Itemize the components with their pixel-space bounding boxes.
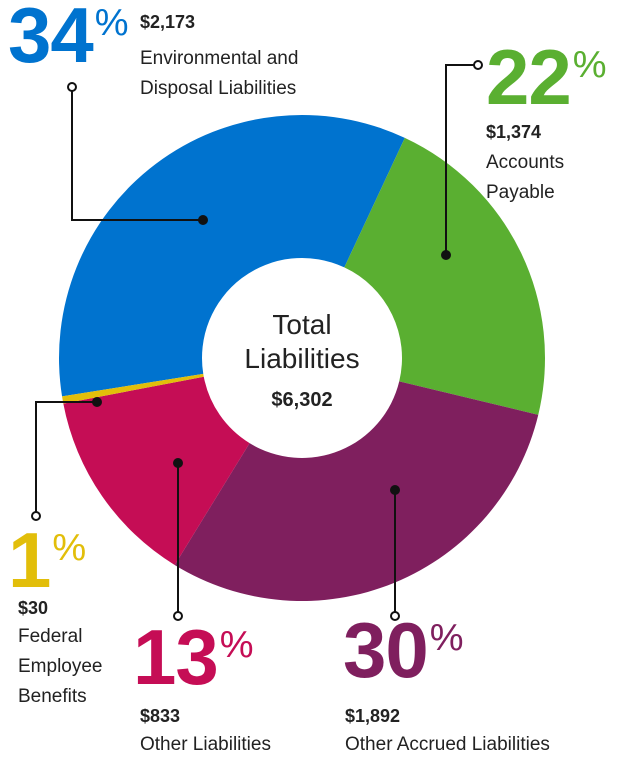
percent-value: 13 bbox=[133, 613, 219, 701]
percent-label: 22% bbox=[486, 38, 607, 116]
percent-label: 34% bbox=[8, 0, 129, 74]
leader-lines bbox=[35, 64, 474, 612]
amount-label: $833 bbox=[140, 706, 181, 726]
ring bbox=[173, 611, 183, 621]
center-total: $6,302 bbox=[271, 389, 333, 411]
percent-label: 30% bbox=[343, 611, 464, 689]
dot bbox=[92, 397, 102, 407]
wedge bbox=[58, 115, 405, 397]
dot bbox=[198, 215, 208, 225]
amount-label: $1,892 bbox=[345, 706, 401, 726]
dot bbox=[173, 458, 183, 468]
wedge bbox=[62, 373, 204, 404]
amount-label: $30 bbox=[18, 598, 49, 618]
category-label: Accounts Payable bbox=[486, 152, 565, 203]
percent-value: 1 bbox=[8, 516, 51, 604]
ring bbox=[31, 511, 41, 521]
wedge bbox=[63, 376, 250, 565]
ring bbox=[390, 611, 400, 621]
category-label: Other Liabilities bbox=[140, 734, 271, 755]
ring bbox=[473, 60, 483, 70]
percent-unit: % bbox=[219, 624, 254, 666]
wedge bbox=[344, 137, 545, 415]
dot bbox=[390, 485, 400, 495]
category-label: Other Accrued Liabilities bbox=[345, 734, 550, 755]
leader bbox=[445, 64, 474, 255]
percent-label: 13% bbox=[133, 618, 254, 696]
dot bbox=[441, 250, 451, 260]
category-label: Federal Employee Benefits bbox=[18, 626, 103, 707]
percent-unit: % bbox=[429, 617, 464, 659]
category-label: Environmental and Disposal Liabilities bbox=[140, 48, 299, 99]
amount-label: $2,173 bbox=[140, 12, 196, 32]
donut bbox=[58, 115, 545, 601]
amount-label: $1,374 bbox=[486, 122, 542, 142]
percent-label: 1% bbox=[8, 521, 86, 599]
percent-value: 34 bbox=[8, 0, 94, 79]
wedge bbox=[174, 381, 539, 601]
percent-value: 30 bbox=[343, 606, 429, 694]
percent-value: 22 bbox=[486, 33, 572, 121]
percent-unit: % bbox=[94, 2, 129, 44]
percent-unit: % bbox=[572, 44, 607, 86]
leader bbox=[71, 91, 203, 221]
percent-unit: % bbox=[52, 527, 87, 569]
leader bbox=[35, 401, 97, 512]
ring bbox=[67, 82, 77, 92]
leader-ends bbox=[31, 60, 483, 621]
center-title: Total Liabilities bbox=[244, 309, 360, 374]
